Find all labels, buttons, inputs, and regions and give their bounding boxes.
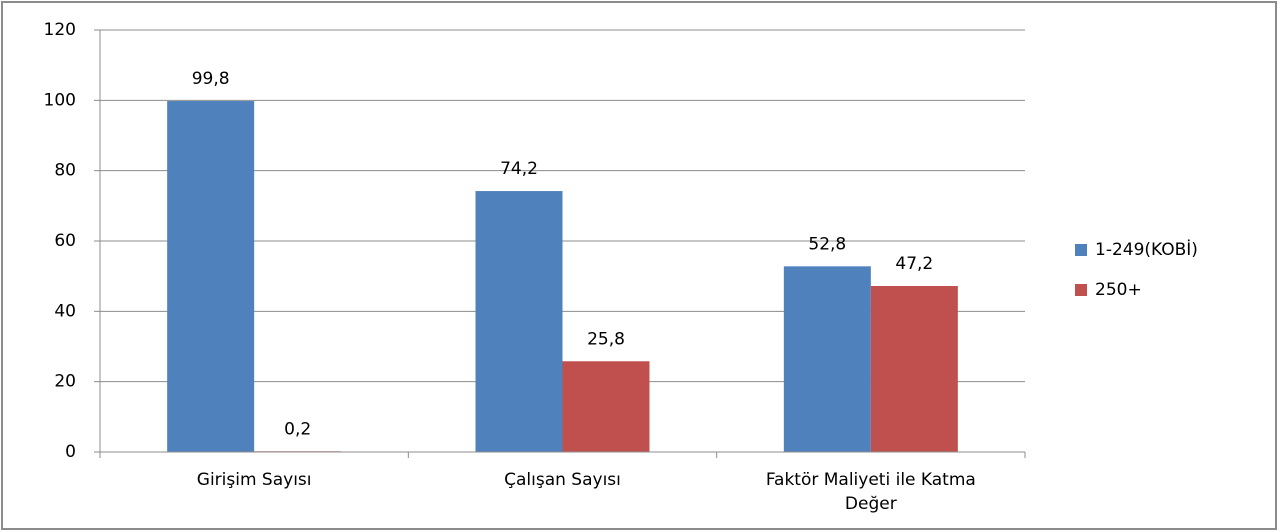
bar xyxy=(783,266,871,452)
bar xyxy=(167,101,255,452)
legend-swatch xyxy=(1075,244,1087,256)
bar xyxy=(870,286,958,452)
legend-swatch xyxy=(1075,284,1087,296)
y-tick-label: 80 xyxy=(54,161,76,181)
data-label: 0,2 xyxy=(284,419,311,439)
data-label: 25,8 xyxy=(587,329,625,349)
x-tick-label: Girişim Sayısı xyxy=(196,470,312,490)
bar xyxy=(562,361,650,452)
legend-label: 250+ xyxy=(1095,280,1142,300)
y-tick-label: 120 xyxy=(44,20,76,40)
x-tick-label: Çalışan Sayısı xyxy=(504,470,621,490)
data-label: 99,8 xyxy=(192,69,230,89)
y-tick-label: 0 xyxy=(65,442,76,462)
legend-label: 1-249(KOBİ) xyxy=(1095,239,1198,260)
y-tick-label: 60 xyxy=(54,231,76,251)
data-label: 47,2 xyxy=(895,254,933,274)
data-label: 52,8 xyxy=(808,234,846,254)
bar xyxy=(475,191,563,452)
y-tick-label: 20 xyxy=(54,372,76,392)
y-tick-label: 100 xyxy=(44,90,76,110)
data-label: 74,2 xyxy=(500,159,538,179)
y-tick-label: 40 xyxy=(54,301,76,321)
x-tick-label: Faktör Maliyeti ile Katma Değer xyxy=(765,470,976,514)
